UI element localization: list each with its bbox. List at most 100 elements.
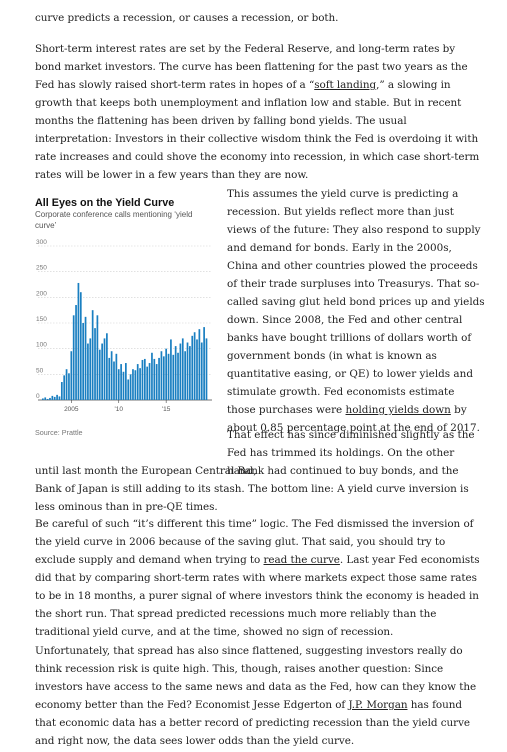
x-tick-label: '15 [162,406,171,413]
bar [205,338,208,400]
bar [151,352,153,400]
bar [141,359,144,400]
bar [87,343,89,400]
bar [94,328,96,400]
bar [120,364,122,400]
bar [56,394,58,400]
read-the-curve-link[interactable]: read the curve [263,554,340,566]
bar [65,369,68,400]
bar [148,363,151,400]
bar [96,315,99,400]
bar [155,364,158,400]
bar [160,351,163,400]
bar [198,329,201,400]
bar [167,353,170,400]
bar [108,357,111,400]
y-tick-label: 50 [36,367,44,374]
bar [70,351,73,400]
article-paragraph: Unfortunately, that spread has also sinc… [35,642,483,750]
article-paragraph: This assumes the yield curve is predicti… [227,185,485,437]
bar-chart: 300 250 200 150 100 50 0 2005 '10 '15 [36,239,212,413]
soft-landing-link[interactable]: soft landing [314,79,377,91]
bar [143,358,146,400]
bar [134,370,137,400]
bar [89,338,92,400]
bar [127,379,130,400]
paragraph-text: Be careful of such “it’s different this … [35,518,474,566]
paragraph-text: Unfortunately, that spread has also sinc… [35,645,477,711]
jp-morgan-link[interactable]: J.P. Morgan [348,699,408,711]
bar [153,358,156,400]
y-tick-label: 300 [36,239,47,246]
article-paragraph: until last month the European Central Ba… [35,462,483,516]
chart-source: Source: Prattle [35,428,83,437]
bar [184,351,186,400]
chart-title: All Eyes on the Yield Curve [35,197,175,209]
bar [42,398,44,400]
bar [165,348,168,400]
bar [77,282,80,400]
paragraph-text: Short-term interest rates are set by the… [35,43,468,91]
bar [72,315,75,400]
bar [162,356,165,400]
y-tick-label: 100 [36,342,47,349]
y-tick-label: 200 [36,290,47,297]
bar [177,352,179,400]
bar [113,361,115,400]
bar [125,363,127,400]
bar [186,342,189,400]
bar [53,396,56,400]
bar [129,374,132,400]
bar [172,354,175,400]
bar [60,382,63,400]
bar [203,327,205,400]
article-paragraph: curve predicts a recession, or causes a … [35,9,483,27]
bar [117,369,120,400]
bar [68,373,70,400]
bar [103,338,106,400]
bar [196,339,198,400]
bar [115,353,118,400]
y-tick-label: 250 [36,265,47,272]
bar [91,310,94,400]
holding-yields-down-link[interactable]: holding yields down [345,404,451,416]
bar [179,343,182,400]
bar [191,335,194,400]
paragraph-text: . Last year Fed economists did that by c… [35,554,480,638]
bar [146,366,149,400]
bar [101,343,103,400]
bar [51,395,54,400]
bar [122,371,125,400]
bar [44,397,47,400]
bar [75,305,77,400]
bar [200,342,203,400]
paragraph-text: has found that economic data has a bette… [35,699,471,747]
bar [174,346,177,400]
bar [132,369,134,400]
paragraph-text: until last month the European Central Ba… [35,465,469,513]
y-tick-label: 0 [36,393,40,400]
bar [46,398,49,400]
paragraph-text: ,” a slowing in growth that keeps both u… [35,79,480,181]
paragraph-text: curve predicts a recession, or causes a … [35,12,339,24]
y-tick-label: 150 [36,316,47,323]
bar [98,349,101,400]
x-tick-label: '10 [114,406,123,413]
bar [106,333,108,400]
paragraph-text: This assumes the yield curve is predicti… [227,188,485,416]
bar [189,346,191,400]
bar [84,316,87,400]
paragraph-text: That effect has since diminished slightl… [227,429,475,477]
bar [170,339,172,400]
article-paragraph: Be careful of such “it’s different this … [35,515,483,641]
bar [136,364,139,400]
article-paragraph: Short-term interest rates are set by the… [35,40,483,184]
bar [63,375,66,400]
bar [181,338,184,400]
bar [82,323,85,400]
bar [158,357,160,400]
bar [49,397,51,400]
bar [193,332,196,400]
article-paragraph: That effect has since diminished slightl… [227,426,485,480]
bar [139,368,141,400]
